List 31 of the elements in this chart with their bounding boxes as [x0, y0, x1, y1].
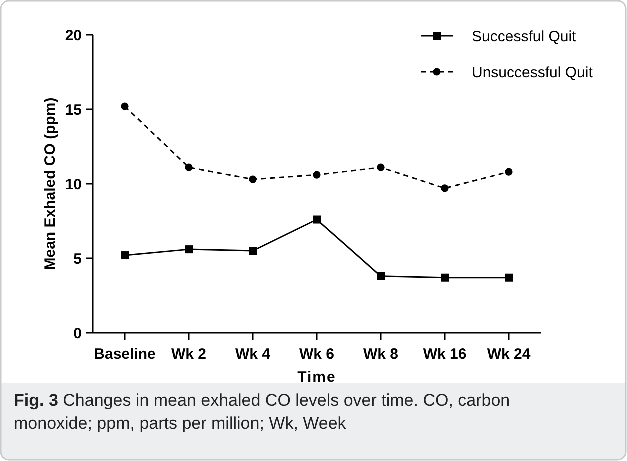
legend-label: Successful Quit: [472, 28, 578, 46]
y-tick-label: 0: [74, 325, 82, 342]
x-tick-label: Wk 6: [299, 346, 335, 363]
y-tick-label: 10: [65, 176, 82, 194]
y-axis-title: Mean Exhaled CO (ppm): [42, 98, 59, 270]
point: [313, 216, 321, 224]
x-tick-label: Wk 4: [235, 346, 272, 363]
point: [377, 164, 385, 172]
x-tick-label: Wk 16: [423, 346, 467, 363]
x-tick-label: Wk 8: [363, 346, 399, 363]
point: [249, 247, 257, 256]
point: [377, 272, 385, 280]
point: [441, 274, 449, 282]
x-axis-title: Time: [298, 369, 336, 386]
x-tick-label: Wk 2: [171, 346, 207, 363]
point: [249, 176, 257, 184]
point: [185, 164, 193, 172]
point: [313, 171, 321, 179]
point: [121, 102, 129, 110]
y-tick-label: 20: [65, 27, 82, 44]
point: [505, 274, 513, 282]
point: [185, 246, 193, 254]
legend-label: Unsuccessful Quit: [472, 64, 594, 82]
x-tick-label: Baseline: [94, 346, 156, 363]
x-tick-label: Wk 24: [487, 346, 532, 363]
y-tick-label: 5: [74, 250, 82, 268]
y-tick-label: 15: [65, 102, 82, 119]
text: Fig. 3 Changes in mean exhaled CO levels over time. CO, carbon monoxide; ppm, parts per million; Wk, Week: [14, 391, 510, 433]
point: [441, 184, 449, 192]
point: [505, 168, 513, 176]
point: [121, 252, 129, 260]
